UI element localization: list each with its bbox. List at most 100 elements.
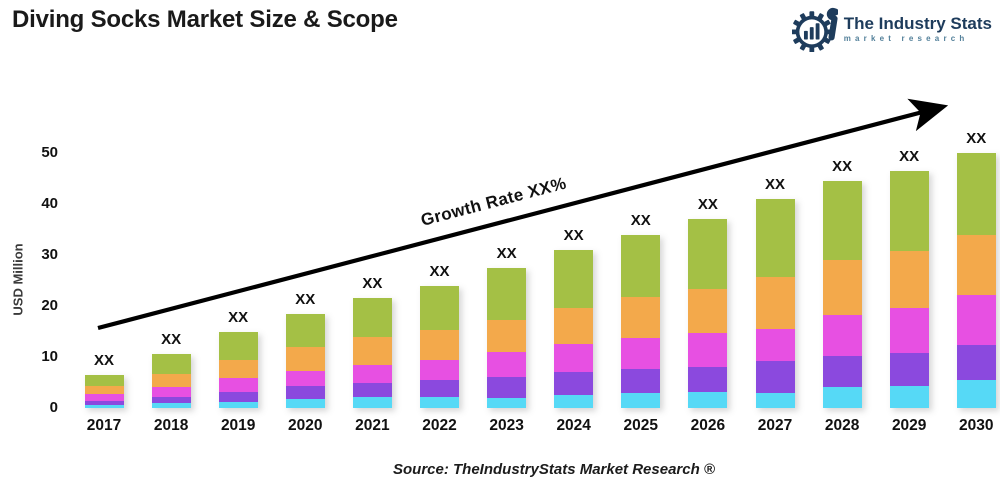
x-category-2021: 2021 — [355, 417, 390, 434]
bar-2030-segment-green — [956, 153, 996, 235]
y-tick-30: 30 — [41, 246, 58, 263]
bar-2022-segment-green — [420, 285, 459, 330]
bar-2028-segment-green — [822, 181, 862, 261]
bar-value-label-2026: XX — [697, 196, 718, 214]
x-category-2024: 2024 — [556, 417, 591, 434]
y-tick-40: 40 — [41, 195, 58, 212]
bar-2017-segment-cyan — [84, 404, 124, 408]
bar-2028-segment-purple — [822, 356, 862, 388]
bar-2017-segment-green — [84, 374, 124, 387]
bar-2018 — [151, 354, 191, 408]
bar-2027-segment-purple — [755, 360, 795, 394]
brand-logo: The Industry Stats market research — [791, 6, 992, 52]
bar-2020-segment-green — [285, 313, 325, 348]
bar-2029-segment-cyan — [889, 385, 929, 408]
bar-2025-segment-cyan — [621, 393, 661, 408]
bar-value-label-2017: XX — [93, 351, 114, 369]
x-category-2018: 2018 — [153, 417, 189, 434]
bar-2029-segment-orange — [889, 250, 929, 309]
bar-2021-segment-green — [352, 298, 392, 338]
bar-2019-segment-cyan — [218, 401, 258, 408]
bar-2029-segment-purple — [889, 353, 929, 386]
bar-2021-segment-orange — [352, 337, 392, 365]
bar-2028-segment-magenta — [822, 314, 862, 357]
bar-2029-segment-magenta — [889, 308, 929, 354]
bar-2021-segment-magenta — [352, 364, 392, 383]
x-category-2028: 2028 — [824, 417, 860, 434]
bar-2021 — [352, 298, 392, 408]
x-category-2020: 2020 — [288, 417, 323, 434]
bar-2026-segment-green — [688, 219, 728, 290]
bar-value-label-2021: XX — [362, 275, 383, 293]
bar-2020-segment-magenta — [285, 370, 325, 387]
bar-2024-segment-orange — [554, 308, 594, 345]
bar-value-label-2019: XX — [228, 308, 249, 326]
x-category-2019: 2019 — [220, 417, 256, 434]
bar-2017-segment-purple — [84, 400, 124, 405]
bar-2017-segment-orange — [84, 386, 124, 395]
bar-2030-segment-orange — [956, 234, 996, 295]
bar-value-label-2023: XX — [496, 244, 517, 262]
bar-2025-segment-magenta — [621, 337, 661, 370]
bar-2019-segment-orange — [218, 360, 258, 379]
bar-2025-segment-green — [621, 234, 661, 298]
x-category-2017: 2017 — [86, 417, 122, 434]
bar-2021-segment-cyan — [352, 397, 392, 408]
bar-2018-segment-purple — [151, 396, 191, 404]
bar-value-label-2029: XX — [899, 147, 920, 165]
bar-value-label-2027: XX — [764, 175, 785, 193]
bar-2021-segment-purple — [352, 382, 392, 398]
bar-2018-segment-green — [151, 354, 191, 374]
bar-2026-segment-magenta — [688, 332, 728, 367]
y-tick-20: 20 — [41, 297, 58, 314]
x-category-2029: 2029 — [891, 417, 927, 434]
bar-2018-segment-magenta — [151, 386, 191, 397]
bar-value-label-2018: XX — [161, 331, 182, 349]
bar-2026-segment-orange — [688, 289, 728, 333]
brand-name: The Industry Stats — [843, 13, 992, 33]
bar-2022-segment-magenta — [420, 359, 459, 381]
gear-wrench-chart-icon — [791, 7, 838, 52]
bar-value-label-2024: XX — [563, 226, 584, 244]
bar-2019-segment-purple — [218, 392, 258, 402]
x-category-2025: 2025 — [623, 417, 659, 434]
source-attribution: Source: TheIndustryStats Market Research… — [393, 461, 715, 478]
bar-2017 — [84, 374, 124, 408]
bar-2023 — [487, 267, 527, 408]
bar-value-label-2025: XX — [630, 211, 651, 229]
bar-2029-segment-green — [889, 170, 929, 251]
bar-2028-segment-cyan — [822, 387, 862, 408]
bar-2018-segment-orange — [151, 373, 191, 387]
bar-2020-segment-purple — [285, 386, 325, 400]
bar-2017-segment-magenta — [84, 394, 124, 401]
bar-2019-segment-green — [218, 331, 258, 361]
bar-2027-segment-cyan — [755, 393, 795, 408]
growth-rate-label: Growth Rate XX% — [419, 174, 569, 230]
y-axis-title: USD Million — [10, 243, 26, 316]
bar-2030-segment-magenta — [956, 294, 996, 345]
bar-2023-segment-magenta — [487, 351, 527, 377]
x-category-2023: 2023 — [489, 417, 524, 434]
bar-2023-segment-purple — [487, 376, 527, 398]
bar-2028 — [822, 181, 862, 408]
bar-2023-segment-green — [487, 267, 527, 320]
bar-value-label-2028: XX — [832, 158, 853, 176]
bar-2025-segment-purple — [621, 369, 661, 394]
bar-2026 — [688, 219, 728, 408]
bar-2022-segment-cyan — [420, 397, 459, 408]
bar-2019 — [218, 331, 258, 408]
bar-2026-segment-cyan — [688, 392, 728, 408]
page-title: Diving Socks Market Size & Scope — [12, 6, 398, 33]
y-tick-50: 50 — [41, 144, 58, 161]
bar-2020-segment-cyan — [285, 399, 325, 408]
bar-2022-segment-orange — [420, 329, 459, 360]
bar-2029 — [889, 170, 929, 408]
bar-2025-segment-orange — [621, 297, 661, 338]
x-category-2022: 2022 — [422, 417, 457, 434]
bar-2024-segment-purple — [554, 372, 594, 395]
bar-2025 — [621, 234, 661, 408]
bar-2027-segment-orange — [755, 276, 795, 329]
bar-2030-segment-cyan — [956, 379, 996, 408]
bar-2024-segment-cyan — [554, 394, 594, 408]
